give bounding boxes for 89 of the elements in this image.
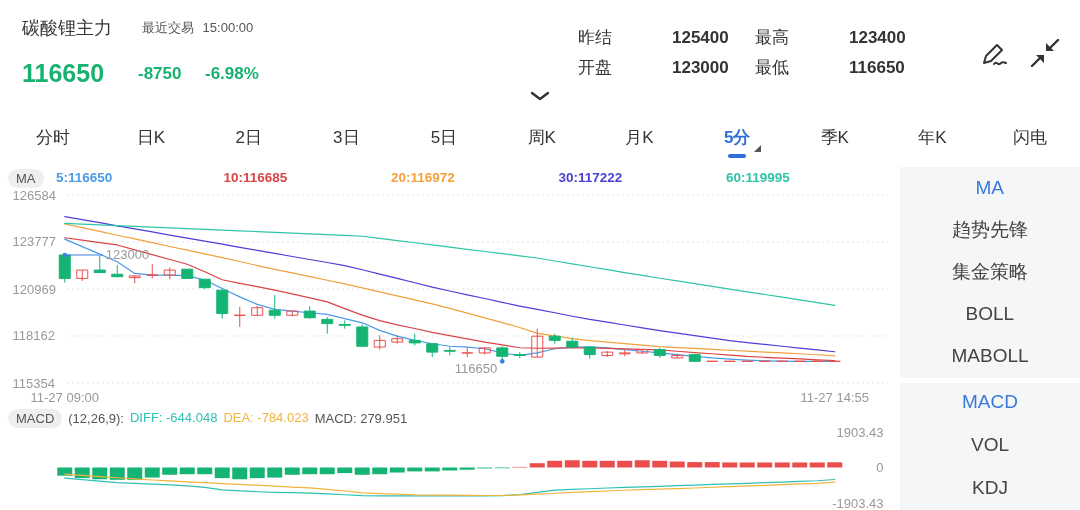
text: 116650 (22, 58, 105, 88)
bar (284, 467, 300, 475)
candlestick (268, 294, 281, 320)
text: MACD (962, 391, 1018, 413)
candlestick (216, 288, 229, 320)
annotation: 116650 (454, 361, 498, 377)
bar (599, 460, 615, 468)
y-tick-label: 0 (876, 460, 884, 475)
y-tick-label: 126584 (12, 187, 56, 203)
line-series (64, 222, 836, 306)
bar (792, 462, 808, 468)
bar (582, 460, 598, 468)
bar (739, 462, 755, 468)
text: 闪电 (1013, 128, 1047, 148)
text: -8750 (138, 64, 182, 84)
text: 125400 (672, 28, 729, 48)
y-tick-label: -1903.43 (832, 495, 884, 510)
text: 123400 (849, 28, 906, 48)
x-tick-label: 11-27 14:55 (800, 389, 869, 405)
text: 周K (527, 128, 556, 148)
bar (389, 467, 405, 473)
y-tick-label: 1903.43 (836, 424, 884, 440)
text: BOLL (965, 303, 1015, 325)
bar (774, 462, 790, 468)
bar (529, 463, 545, 468)
text: 昨结 (578, 28, 612, 48)
candlestick (356, 323, 369, 347)
text: 季K (820, 128, 849, 148)
candlestick (233, 306, 246, 328)
text: 3日 (333, 128, 360, 148)
legend-title: MACD (8, 408, 63, 428)
bar (827, 462, 843, 468)
y-tick-label: 118162 (12, 328, 55, 344)
text: 集金策略 (952, 261, 1028, 283)
text: 最近交易 15:00:00 (142, 19, 254, 36)
bar (704, 462, 720, 468)
text: 日K (136, 128, 166, 148)
y-tick-label: 115354 (12, 375, 55, 391)
bar (687, 462, 703, 468)
text: 最高 (755, 28, 789, 48)
y-tick-label: 123777 (12, 234, 56, 250)
bar (722, 462, 738, 468)
text: 123000 (672, 58, 729, 78)
text: 60:119995 (726, 170, 790, 186)
candlestick (531, 328, 544, 358)
text: 年K (918, 128, 947, 148)
text: 20:116972 (391, 170, 455, 186)
bar (267, 467, 283, 478)
bar (617, 460, 633, 468)
chart-subtitle: (12,26,9): (68, 410, 124, 426)
text: 10:116685 (223, 170, 288, 186)
text: 5:116650 (56, 170, 113, 186)
annotation: 123000 (105, 247, 150, 262)
bar (634, 460, 650, 468)
bar (757, 462, 773, 468)
bar (249, 467, 265, 479)
bar (564, 460, 580, 468)
text: 趋势先锋 (952, 219, 1028, 241)
text: 5日 (430, 128, 458, 148)
text: 月K (625, 128, 654, 148)
text: 5分 (723, 128, 751, 148)
text: DIFF: -644.048 (129, 410, 218, 426)
text: 分时 (36, 128, 70, 148)
text: MA (975, 177, 1004, 199)
bar (214, 467, 230, 479)
text: 30:117222 (558, 170, 623, 186)
bar (232, 467, 248, 480)
bar (162, 467, 178, 475)
text: DEA: -784.023 (223, 410, 309, 426)
text: 碳酸锂主力 (22, 17, 112, 39)
text: VOL (971, 434, 1010, 456)
legend-title: MA (8, 168, 44, 188)
bar (547, 460, 563, 468)
bar (669, 461, 685, 468)
text: 2日 (235, 128, 262, 148)
text: 开盘 (578, 58, 612, 78)
x-tick-label: 11-27 09:00 (30, 389, 99, 405)
y-tick-label: 120969 (12, 281, 56, 297)
bar (57, 467, 73, 476)
text: KDJ (972, 477, 1008, 499)
text: 116650 (849, 58, 905, 78)
bar (354, 467, 370, 475)
text: -6.98% (205, 64, 259, 84)
bar (144, 467, 160, 478)
text: MACD: 279.951 (314, 410, 408, 426)
text: 最低 (755, 58, 789, 78)
bar (652, 460, 668, 468)
text: MABOLL (951, 345, 1029, 367)
bar (809, 462, 825, 468)
